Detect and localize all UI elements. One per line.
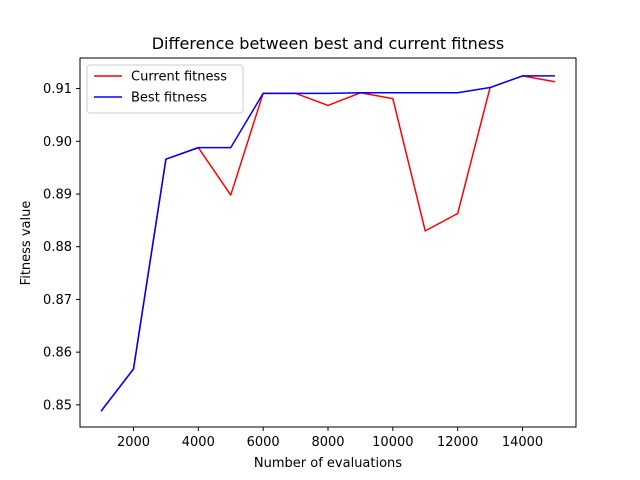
x-axis-label: Number of evaluations: [254, 456, 402, 471]
x-tick-label: 4000: [182, 435, 215, 450]
legend-box: [86, 64, 244, 114]
series-line-current-fitness: [100, 75, 556, 412]
x-tick-label: 12000: [437, 435, 478, 450]
x-axis: 2000 4000 6000 8000 10000 12000 14000: [117, 427, 543, 450]
y-tick-label: 0.85: [43, 398, 72, 413]
legend-label-current-fitness: Current fitness: [131, 70, 227, 85]
legend-label-best-fitness: Best fitness: [131, 91, 207, 106]
plot-area: [100, 75, 556, 412]
x-tick-label: 10000: [372, 435, 413, 450]
chart-title: Difference between best and current fitn…: [152, 34, 505, 53]
series-line-best-fitness: [100, 75, 555, 412]
y-axis: 0.85 0.86 0.87 0.88 0.89 0.90 0.91: [43, 82, 80, 413]
x-tick-label: 8000: [311, 435, 344, 450]
y-axis-label: Fitness value: [19, 201, 34, 286]
y-tick-label: 0.86: [43, 346, 72, 361]
legend: Current fitness Best fitness: [86, 64, 244, 114]
x-tick-label: 2000: [117, 435, 150, 450]
x-tick-label: 14000: [502, 435, 543, 450]
y-tick-label: 0.89: [43, 188, 72, 203]
y-tick-label: 0.87: [43, 293, 72, 308]
y-tick-label: 0.91: [43, 82, 72, 97]
y-tick-label: 0.88: [43, 240, 72, 255]
x-tick-label: 6000: [247, 435, 280, 450]
y-tick-label: 0.90: [43, 135, 72, 150]
plot-frame: [79, 57, 577, 428]
